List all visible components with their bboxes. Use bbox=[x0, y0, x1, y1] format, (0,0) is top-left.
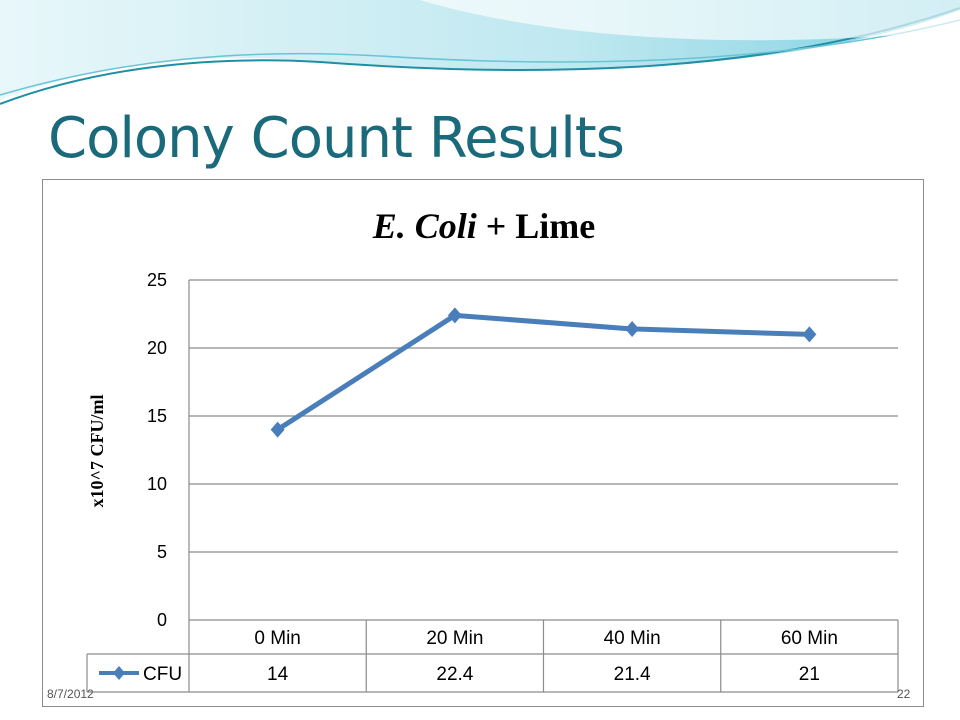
x-category-label: 60 Min bbox=[781, 628, 838, 649]
data-point-marker bbox=[625, 320, 640, 337]
gridlines: 0 5 10 15 20 25 bbox=[147, 270, 898, 630]
y-tick-label: 5 bbox=[157, 542, 167, 562]
footer-date: 8/7/2012 bbox=[47, 687, 94, 701]
data-point-marker bbox=[447, 307, 462, 324]
data-table: 0 Min 20 Min 40 Min 60 Min CFU 14 22.4 21.4 21 bbox=[86, 620, 899, 693]
y-axis-label: x10^7 CFU/ml bbox=[87, 395, 107, 508]
slide-title: Colony Count Results bbox=[48, 106, 625, 171]
header-wave-decoration bbox=[0, 0, 960, 105]
y-tick-label: 0 bbox=[157, 610, 167, 630]
x-category-label: 20 Min bbox=[426, 628, 483, 649]
data-point-marker bbox=[802, 326, 817, 343]
page-number: 22 bbox=[897, 687, 911, 701]
line-chart: E. Coli + Lime x10^7 CFU/ml 0 5 10 15 20 25 0… bbox=[86, 206, 899, 693]
series-layer bbox=[270, 307, 817, 438]
table-value-cell: 21.4 bbox=[614, 664, 651, 685]
data-point-marker bbox=[270, 421, 285, 438]
y-tick-label: 15 bbox=[147, 406, 167, 426]
legend-marker bbox=[113, 666, 125, 680]
chart-title: E. Coli + Lime bbox=[372, 206, 596, 246]
y-tick-label: 20 bbox=[147, 338, 167, 358]
x-category-label: 0 Min bbox=[254, 628, 300, 649]
chart-container: E. Coli + Lime x10^7 CFU/ml 0 5 10 15 20 25 0… bbox=[42, 179, 924, 707]
table-value-cell: 21 bbox=[799, 664, 820, 685]
x-category-label: 40 Min bbox=[604, 628, 661, 649]
y-tick-label: 25 bbox=[147, 270, 167, 290]
chart-title-rest: + Lime bbox=[477, 206, 596, 246]
table-value-cell: 14 bbox=[267, 664, 289, 685]
y-tick-label: 10 bbox=[147, 474, 167, 494]
table-value-cell: 22.4 bbox=[436, 664, 473, 685]
legend-series-name: CFU bbox=[143, 664, 182, 685]
series-line-cfu bbox=[276, 312, 810, 432]
chart-title-italic: E. Coli bbox=[372, 206, 477, 246]
